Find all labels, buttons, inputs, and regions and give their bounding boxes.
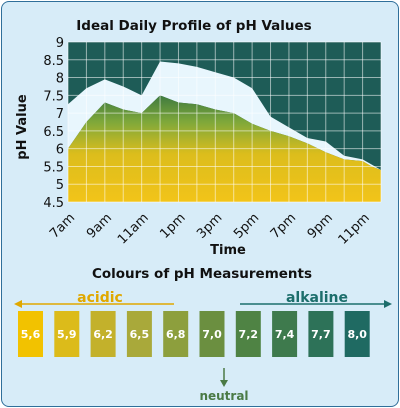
y-tick-label: 7.5 bbox=[43, 89, 64, 104]
x-tick-label: 11am bbox=[115, 211, 152, 248]
ph-chip-label: 8,0 bbox=[347, 328, 367, 341]
y-tick-labels: 4.5 5 5.5 6 6.5 7 7.5 8 8.5 9 bbox=[43, 36, 64, 211]
ph-chip-label: 6,2 bbox=[93, 328, 113, 341]
ph-chip-label: 7,2 bbox=[239, 328, 259, 341]
y-tick-label: 8 bbox=[56, 72, 64, 87]
ph-chip-label: 7,7 bbox=[311, 328, 331, 341]
y-axis-label: pH Value bbox=[15, 94, 30, 160]
acidic-label: acidic bbox=[77, 290, 123, 306]
scale-title: Colours of pH Measurements bbox=[92, 266, 312, 282]
alkaline-indicator: alkaline bbox=[240, 290, 392, 308]
y-tick-label: 6.5 bbox=[43, 125, 64, 140]
acidic-indicator: acidic bbox=[14, 290, 174, 308]
ph-chip-label: 6,8 bbox=[166, 328, 186, 341]
chart-title: Ideal Daily Profile of pH Values bbox=[76, 18, 311, 34]
x-tick-label: 9pm bbox=[305, 211, 336, 242]
ph-colour-chips: 5,6 5,9 6,2 6,5 6,8 7,0 7,2 7,4 7,7 8,0 bbox=[18, 311, 370, 357]
x-tick-label: 7am bbox=[47, 211, 78, 242]
ph-chip bbox=[18, 311, 43, 357]
y-tick-label: 5 bbox=[56, 178, 64, 193]
ph-chip-label: 7,0 bbox=[202, 328, 222, 341]
y-tick-label: 5.5 bbox=[43, 160, 64, 175]
y-tick-label: 8.5 bbox=[43, 54, 64, 69]
ph-chip-label: 6,5 bbox=[130, 328, 150, 341]
ph-chip-label: 5,9 bbox=[57, 328, 77, 341]
ph-chip bbox=[344, 311, 370, 357]
y-tick-label: 9 bbox=[56, 36, 64, 51]
ph-chip bbox=[54, 311, 80, 357]
ph-band-area bbox=[68, 61, 381, 170]
ph-chip bbox=[90, 311, 116, 357]
ph-chip-label: 5,6 bbox=[21, 328, 41, 341]
neutral-indicator: neutral bbox=[199, 368, 249, 403]
ph-chip bbox=[272, 311, 298, 357]
x-tick-label: 1pm bbox=[157, 211, 188, 242]
y-tick-label: 6 bbox=[56, 143, 64, 158]
alkaline-label: alkaline bbox=[286, 290, 348, 306]
x-tick-label: 11pm bbox=[336, 211, 373, 248]
x-axis-label: Time bbox=[210, 243, 246, 258]
ph-chip bbox=[163, 311, 189, 357]
neutral-label: neutral bbox=[199, 389, 248, 403]
x-tick-label: 7pm bbox=[268, 211, 299, 242]
gridlines bbox=[67, 41, 382, 203]
y-tick-label: 7 bbox=[56, 107, 64, 122]
x-tick-label: 5pm bbox=[231, 211, 262, 242]
ph-chip bbox=[235, 311, 261, 357]
x-tick-label: 3pm bbox=[194, 211, 225, 242]
ph-chip bbox=[199, 311, 225, 357]
x-tick-label: 9am bbox=[84, 211, 115, 242]
ph-chip bbox=[308, 311, 334, 357]
ph-chip bbox=[126, 311, 152, 357]
ph-chip-label: 7,4 bbox=[275, 328, 295, 341]
y-tick-label: 4.5 bbox=[43, 196, 64, 211]
